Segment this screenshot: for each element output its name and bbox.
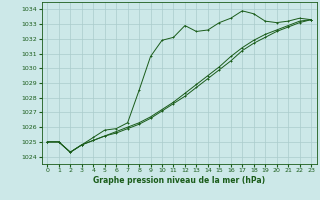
X-axis label: Graphe pression niveau de la mer (hPa): Graphe pression niveau de la mer (hPa) <box>93 176 265 185</box>
